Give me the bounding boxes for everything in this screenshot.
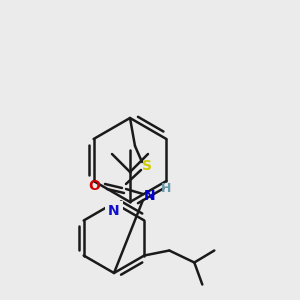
Text: N: N (108, 204, 120, 218)
Text: S: S (142, 159, 152, 173)
Text: O: O (88, 179, 100, 193)
Text: N: N (144, 189, 156, 203)
Text: H: H (161, 182, 171, 196)
